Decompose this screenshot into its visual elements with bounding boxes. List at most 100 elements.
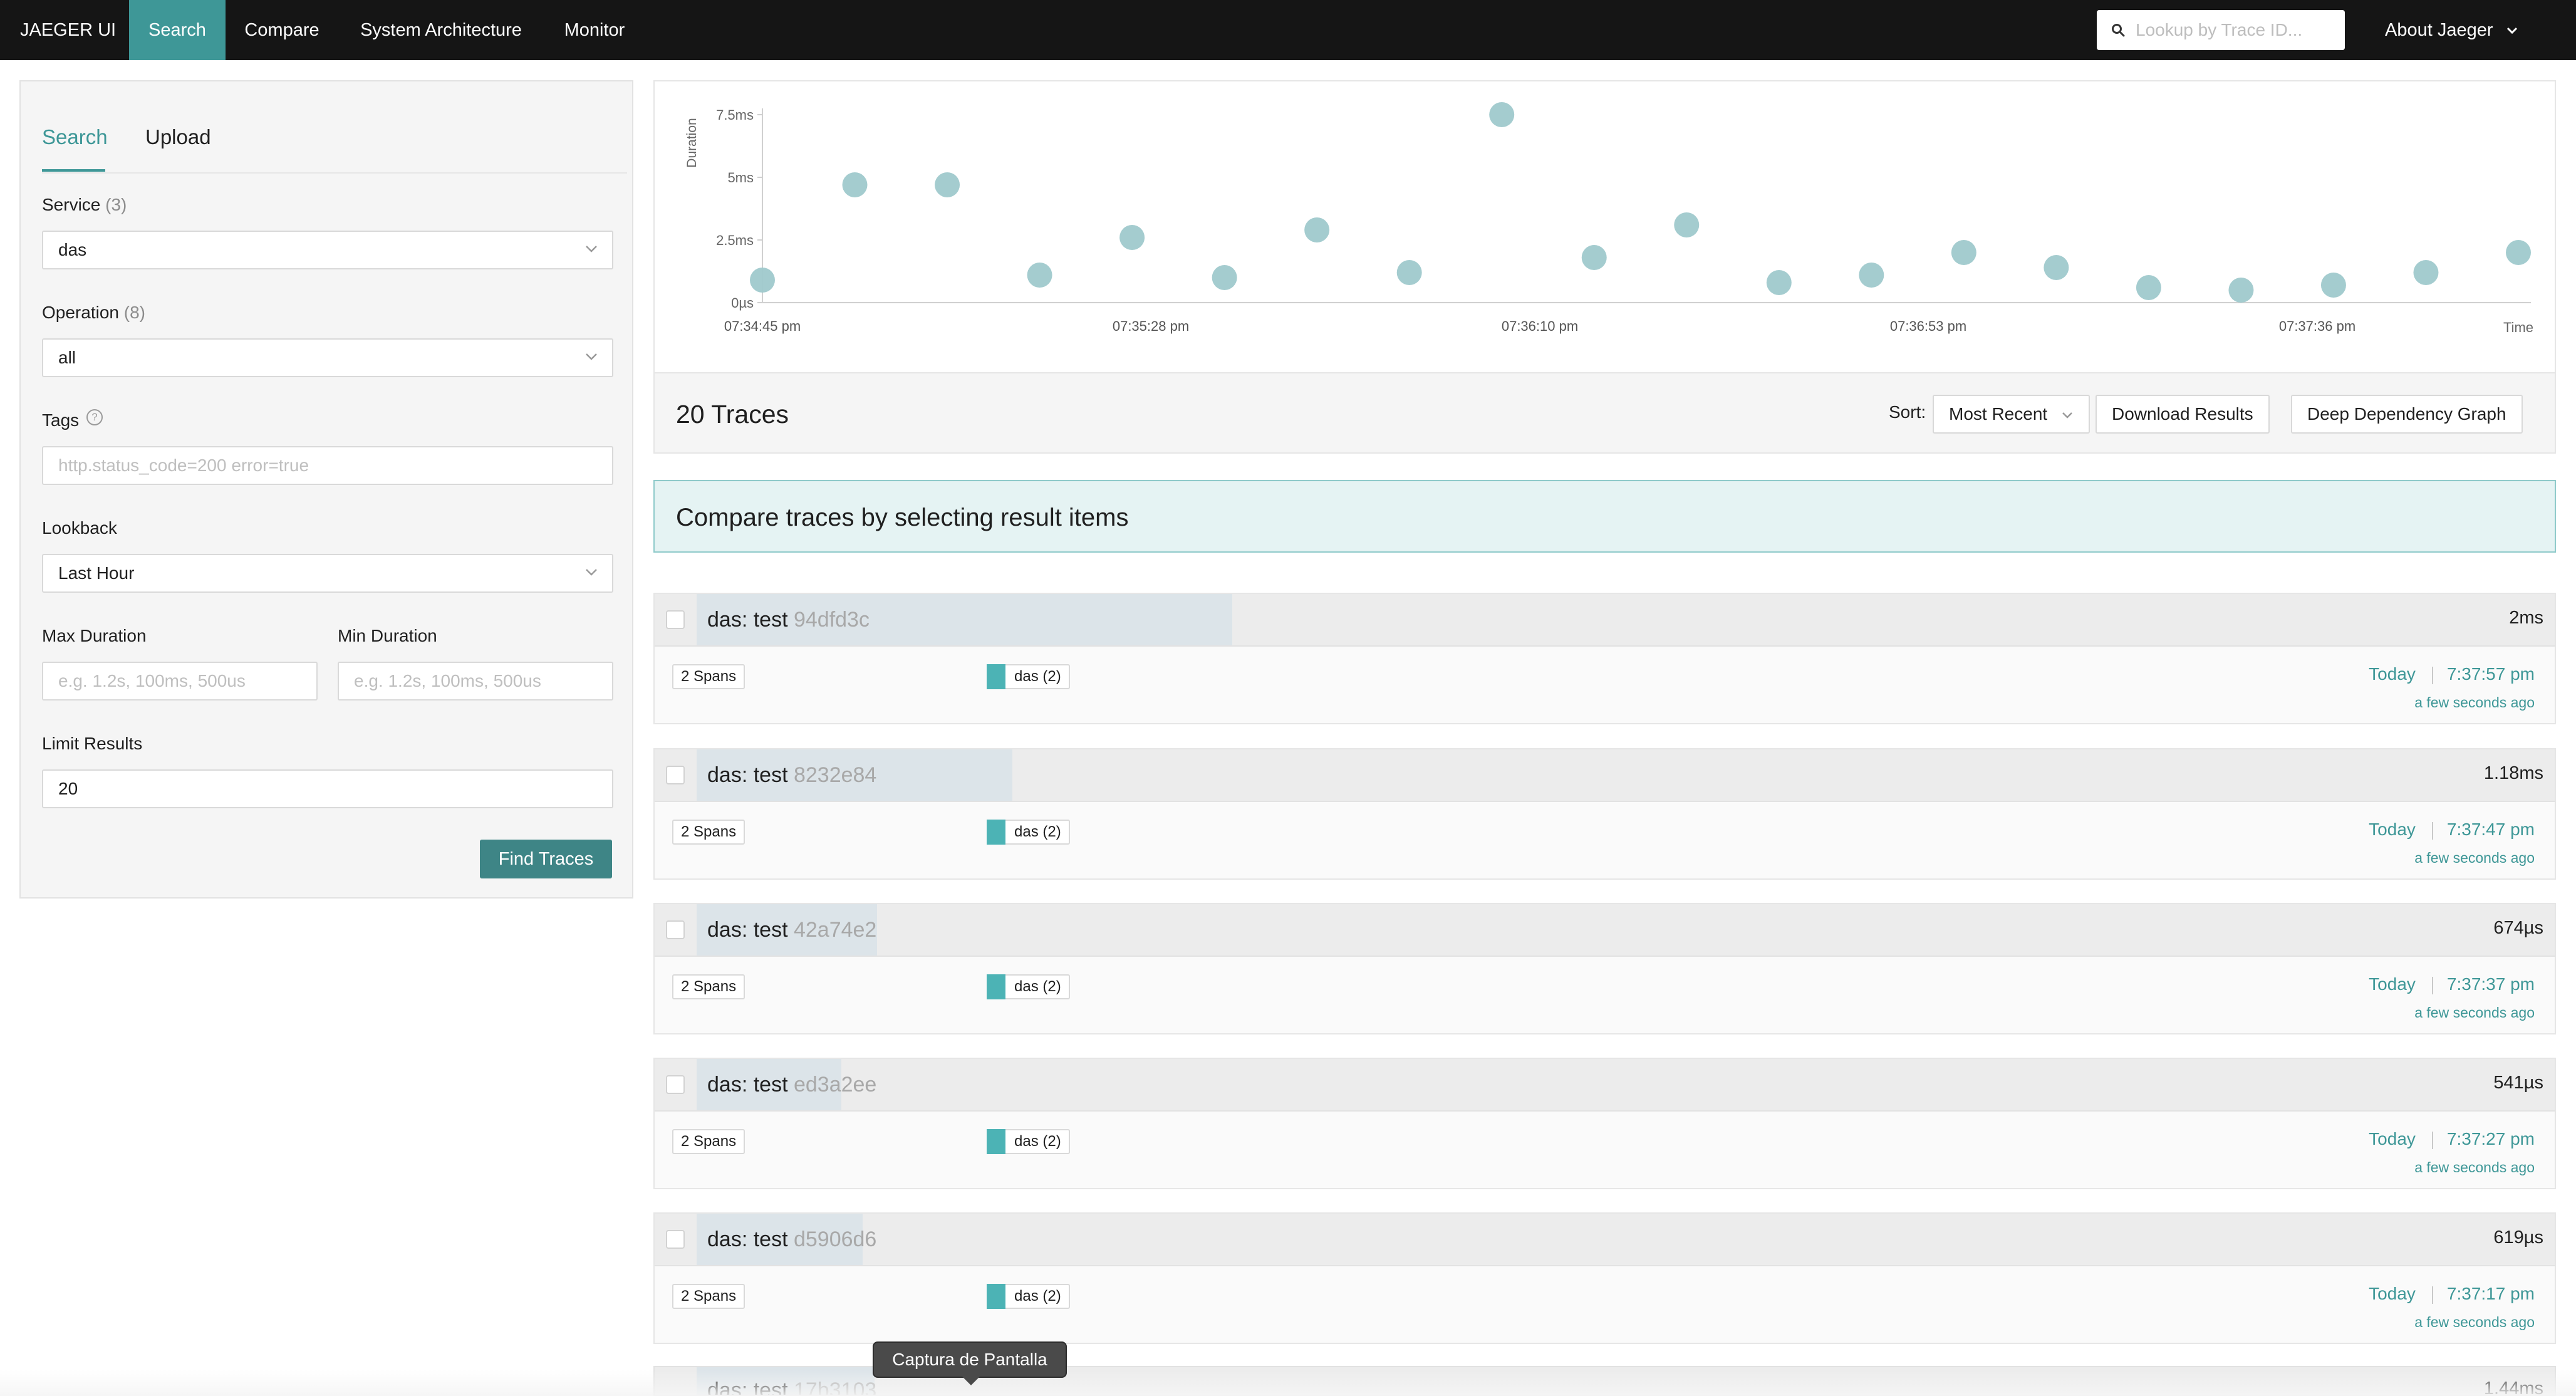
trace-day: Today xyxy=(2369,1284,2416,1303)
limit-results-input[interactable]: 20 xyxy=(42,769,613,808)
lookback-select[interactable]: Last Hour xyxy=(42,554,613,593)
trace-point xyxy=(2228,278,2254,303)
trace-title[interactable]: das: test 94dfd3c xyxy=(707,608,870,632)
nav-monitor[interactable]: Monitor xyxy=(564,20,625,40)
trace-point xyxy=(842,172,868,197)
trace-item[interactable]: das: test 42a74e2 674µs 2 Spans das (2) … xyxy=(653,903,2556,1034)
time-separator xyxy=(2431,1131,2433,1149)
nav-system-architecture[interactable]: System Architecture xyxy=(360,20,522,40)
trace-point xyxy=(2320,273,2346,298)
compare-banner-text: Compare traces by selecting result items xyxy=(676,504,1129,531)
trace-point xyxy=(1119,225,1145,250)
x-tick-label: 07:37:36 pm xyxy=(2279,318,2355,334)
trace-item-header[interactable]: das: test 42a74e2 674µs xyxy=(655,904,2555,957)
service-color-swatch xyxy=(987,1284,1005,1309)
time-separator xyxy=(2431,666,2433,684)
trace-point xyxy=(1489,102,1515,127)
trace-id: 94dfd3c xyxy=(793,608,870,632)
trace-select-checkbox[interactable] xyxy=(666,766,685,784)
trace-start-time: Today 7:37:37 pm xyxy=(2369,974,2535,994)
trace-title[interactable]: das: test 17b3103 xyxy=(707,1378,877,1396)
x-tick-label: 07:36:10 pm xyxy=(1502,318,1578,334)
service-tag-label: das (2) xyxy=(1014,1288,1061,1305)
results-header: 20 Traces Sort: Most Recent Download Res… xyxy=(653,372,2556,454)
trace-time: 7:37:17 pm xyxy=(2446,1284,2535,1303)
about-jaeger-menu[interactable]: About Jaeger xyxy=(2385,0,2518,60)
trace-item-header[interactable]: das: test d5906d6 619µs xyxy=(655,1214,2555,1266)
sort-label: Sort: xyxy=(1889,402,1926,422)
service-label-text: Service xyxy=(42,195,101,214)
trace-point xyxy=(1027,263,1052,288)
operation-select[interactable]: all xyxy=(42,338,613,377)
chevron-down-icon xyxy=(2506,28,2517,34)
nav-compare[interactable]: Compare xyxy=(244,20,319,40)
service-value: das xyxy=(58,240,87,259)
trace-title[interactable]: das: test ed3a2ee xyxy=(707,1073,876,1097)
y-tick-label: 5ms xyxy=(727,170,754,185)
trace-relative-time: a few seconds ago xyxy=(2414,1159,2535,1175)
help-icon[interactable]: ? xyxy=(86,409,103,425)
trace-point xyxy=(2044,255,2069,280)
trace-select-checkbox[interactable] xyxy=(666,610,685,629)
trace-select-checkbox[interactable] xyxy=(666,1230,685,1249)
trace-point xyxy=(1766,270,1792,295)
trace-item[interactable]: das: test 8232e84 1.18ms 2 Spans das (2)… xyxy=(653,748,2556,880)
service-label: Service (3) xyxy=(42,195,127,215)
trace-select-checkbox[interactable] xyxy=(666,1075,685,1094)
trace-duration: 1.44ms xyxy=(2483,1378,2543,1396)
service-count: (3) xyxy=(105,195,127,214)
brand-logo[interactable]: JAEGER UI xyxy=(20,20,117,40)
tags-input[interactable]: http.status_code=200 error=true xyxy=(42,446,613,485)
limit-results-label: Limit Results xyxy=(42,734,143,753)
trace-item-header[interactable]: das: test ed3a2ee 541µs xyxy=(655,1059,2555,1112)
y-tick-label: 2.5ms xyxy=(716,232,754,248)
operation-value: all xyxy=(58,348,76,367)
trace-point xyxy=(1581,245,1607,270)
trace-start-time: Today 7:37:47 pm xyxy=(2369,820,2535,840)
trace-start-time: Today 7:37:27 pm xyxy=(2369,1129,2535,1149)
min-duration-input[interactable]: e.g. 1.2s, 100ms, 500us xyxy=(338,662,613,701)
trace-id: 42a74e2 xyxy=(793,918,877,942)
service-tag: das (2) xyxy=(987,820,1070,845)
max-duration-input[interactable]: e.g. 1.2s, 100ms, 500us xyxy=(42,662,318,701)
find-traces-button[interactable]: Find Traces xyxy=(480,840,612,878)
trace-id-input[interactable] xyxy=(2134,19,2337,41)
trace-time: 7:37:57 pm xyxy=(2446,664,2535,684)
operation-label-text: Operation xyxy=(42,303,119,322)
trace-item[interactable]: das: test d5906d6 619µs 2 Spans das (2) … xyxy=(653,1212,2556,1344)
trace-id-lookup[interactable] xyxy=(2097,10,2345,50)
trace-point xyxy=(1396,260,1422,285)
service-tag: das (2) xyxy=(987,1129,1070,1154)
trace-id: 8232e84 xyxy=(793,763,877,787)
trace-time: 7:37:27 pm xyxy=(2446,1129,2535,1149)
tab-search[interactable]: Search xyxy=(42,125,108,148)
service-tag: das (2) xyxy=(987,1284,1070,1309)
tab-upload[interactable]: Upload xyxy=(145,125,211,148)
search-panel: Search Upload Service (3) das Operation … xyxy=(19,80,633,899)
trace-duration: 2ms xyxy=(2509,608,2543,628)
trace-start-time: Today 7:37:57 pm xyxy=(2369,664,2535,684)
tooltip-arrow xyxy=(962,1377,980,1385)
download-results-button[interactable]: Download Results xyxy=(2096,395,2270,434)
trace-item-header[interactable]: das: test 8232e84 1.18ms xyxy=(655,749,2555,802)
trace-select-checkbox[interactable] xyxy=(666,920,685,939)
trace-duration: 674µs xyxy=(2493,918,2543,938)
trace-item[interactable]: das: test 94dfd3c 2ms 2 Spans das (2) To… xyxy=(653,593,2556,724)
trace-title[interactable]: das: test 42a74e2 xyxy=(707,918,876,942)
service-select[interactable]: das xyxy=(42,231,613,269)
trace-title[interactable]: das: test d5906d6 xyxy=(707,1227,876,1252)
trace-id: 17b3103 xyxy=(793,1378,877,1396)
trace-item[interactable]: das: test ed3a2ee 541µs 2 Spans das (2) … xyxy=(653,1058,2556,1189)
trace-point xyxy=(2413,260,2439,285)
lookback-value: Last Hour xyxy=(58,563,135,583)
active-tab-indicator xyxy=(42,169,105,172)
spans-count-tag: 2 Spans xyxy=(672,974,745,999)
trace-item-header[interactable]: das: test 94dfd3c 2ms xyxy=(655,594,2555,647)
sort-select[interactable]: Most Recent xyxy=(1933,395,2090,434)
trace-title[interactable]: das: test 8232e84 xyxy=(707,763,876,788)
y-tick-label: 7.5ms xyxy=(716,107,754,123)
nav-search[interactable]: Search xyxy=(129,0,226,60)
trace-day: Today xyxy=(2369,820,2416,839)
deep-dependency-graph-button[interactable]: Deep Dependency Graph xyxy=(2291,395,2523,434)
trace-point xyxy=(750,268,775,293)
